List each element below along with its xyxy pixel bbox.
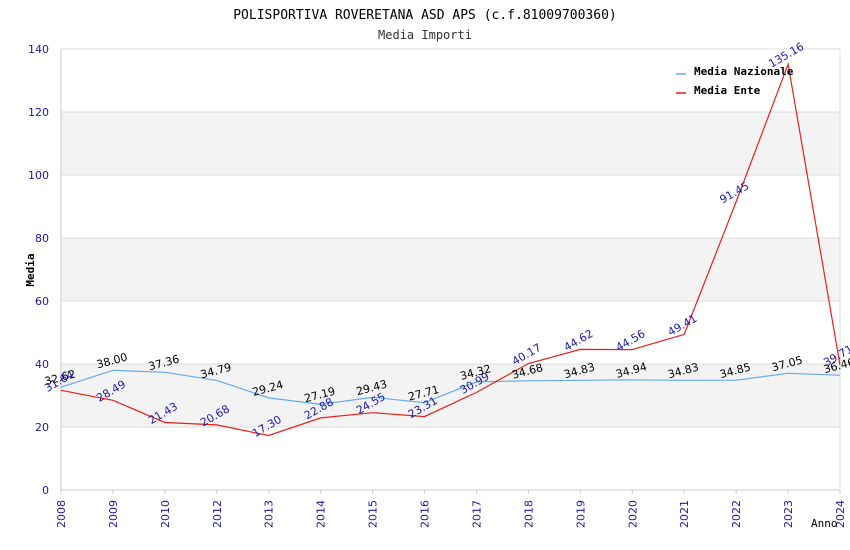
x-axis-label: Anno (811, 517, 838, 530)
y-tick-label: 0 (42, 484, 49, 497)
grid-band (61, 364, 840, 427)
x-tick-label: 2015 (367, 500, 380, 528)
y-tick-label: 120 (28, 106, 49, 119)
y-tick-label: 20 (35, 421, 49, 434)
chart-subtitle: Media Importi (378, 28, 472, 42)
grid-band (61, 112, 840, 175)
x-tick-labels: 2008 2009 2010 2012 2013 2014 2015 2016 2017 2018… (55, 490, 847, 528)
x-tick-label: 2012 (211, 500, 224, 528)
y-tick-label: 80 (35, 232, 49, 245)
series-line-media-nazionale (60, 369, 841, 406)
x-tick-label: 2008 (55, 500, 68, 528)
x-tick-label: 2009 (107, 500, 120, 528)
x-tick-label: 2022 (730, 500, 743, 528)
x-tick-label: 2013 (263, 500, 276, 528)
x-tick-label: 2021 (678, 500, 691, 528)
x-tick-label: 2014 (315, 500, 328, 528)
x-tick-label: 2023 (782, 500, 795, 528)
x-tick-label: 2020 (626, 500, 639, 528)
x-tick-label: 2016 (419, 500, 432, 528)
y-tick-label: 60 (35, 295, 49, 308)
series-line-media-ente (60, 61, 841, 437)
y-tick-label: 100 (28, 169, 49, 182)
x-tick-label: 2024 (834, 500, 847, 528)
y-tick-label: 40 (35, 358, 49, 371)
legend: Media Nazionale Media Ente (676, 65, 794, 97)
chart-title: POLISPORTIVA ROVERETANA ASD APS (c.f.810… (233, 8, 617, 23)
y-tick-label: 140 (28, 43, 49, 56)
data-label-media-ente: 91.45 (717, 179, 751, 206)
series-lines (60, 61, 841, 437)
axes (60, 49, 841, 491)
legend-label-naz: Media Nazionale (694, 65, 794, 78)
y-axis-label: Media (24, 253, 37, 286)
grid-band (61, 238, 840, 301)
y-tick-labels: 0 20 40 60 80 100 120 140 (28, 43, 49, 497)
x-tick-label: 2010 (159, 500, 172, 528)
x-tick-label: 2017 (470, 500, 483, 528)
x-tick-label: 2018 (522, 500, 535, 528)
x-tick-label: 2019 (574, 500, 587, 528)
legend-label-ente: Media Ente (694, 84, 761, 97)
